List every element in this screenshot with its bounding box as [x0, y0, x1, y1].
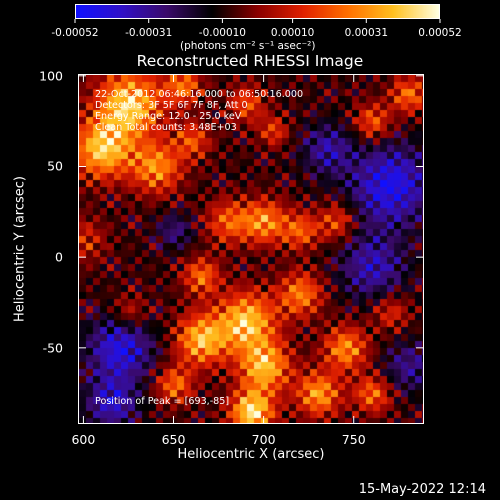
x-axis-label: Heliocentric X (arcsec) — [177, 447, 325, 462]
y-axis-label: Heliocentric Y (arcsec) — [12, 176, 28, 322]
annotation-clean: Clean Total counts: 3.48E+03 — [95, 122, 237, 133]
annotation-peak: Position of Peak = [693,-85] — [95, 396, 230, 407]
colorbar-tick-label: -0.00031 — [125, 27, 173, 39]
annotation-energy: Energy Range: 12.0 - 25.0 keV — [95, 111, 242, 122]
colorbar-tick-label: 0.00031 — [344, 27, 389, 39]
colorbar-tick-label: 0.00052 — [418, 27, 462, 39]
annotation-detectors: Detectors: 3F 5F 6F 7F 8F, Att 0 — [95, 100, 248, 111]
y-tick-label: 100 — [39, 68, 63, 84]
annotation-time-range: 22-Oct-2012 06:46:16.000 to 06:50:16.000 — [95, 89, 304, 100]
y-tick-label: 0 — [55, 249, 63, 265]
heatmap-image — [79, 75, 423, 423]
heatmap-plot: 22-Oct-2012 06:46:16.000 to 06:50:16.000… — [78, 74, 424, 424]
chart-title: Reconstructed RHESSI Image — [136, 52, 364, 70]
y-tick-label: 50 — [47, 158, 63, 174]
x-tick-label: 650 — [161, 432, 186, 447]
x-tick-label: 700 — [251, 432, 276, 447]
colorbar-tick-label: -0.00010 — [198, 27, 246, 39]
colorbar-tick-label: 0.00010 — [270, 27, 315, 39]
colorbar — [75, 4, 440, 19]
x-tick-label: 750 — [341, 432, 366, 447]
timestamp: 15-May-2022 12:14 — [358, 482, 486, 497]
colorbar-units: (photons cm⁻² s⁻¹ asec⁻²) — [180, 40, 316, 52]
x-tick-label: 600 — [71, 432, 96, 447]
y-tick-label: -50 — [42, 340, 63, 356]
colorbar-tick-label: -0.00052 — [51, 27, 99, 39]
